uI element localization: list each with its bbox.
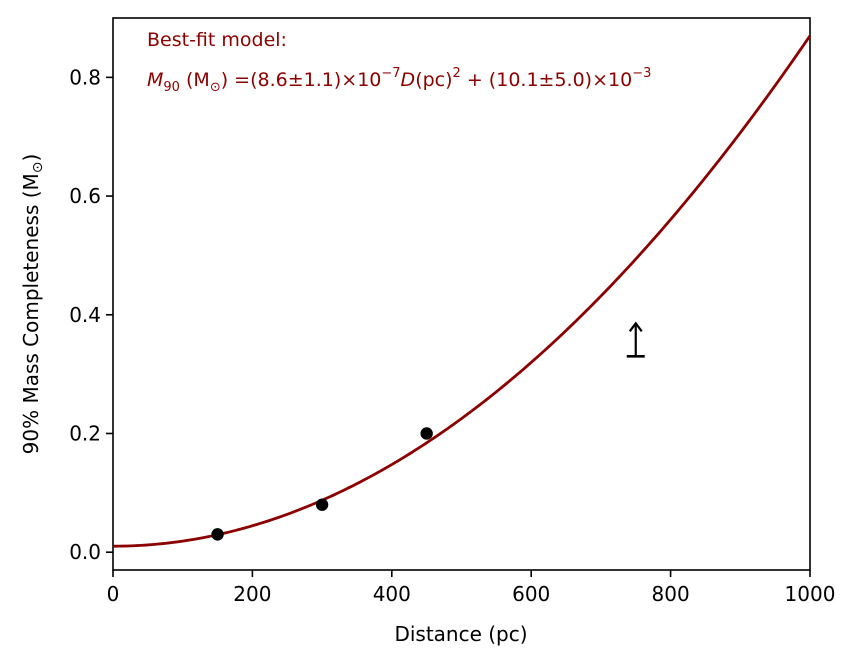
y-axis-label: 90% Mass Completeness (M⊙) [19,154,46,455]
x-tick-label: 200 [233,582,271,606]
y-tick-label: 0.6 [69,184,101,208]
fit-curve [112,34,812,548]
y-axis-label-subscript: ⊙ [30,161,46,173]
y-tick-label: 0.4 [69,303,101,327]
lower-limit-marker [626,321,645,358]
annotation-title: Best-fit model: [147,29,287,51]
data-point [315,498,329,511]
y-tick-label: 0.2 [69,421,101,445]
y-tick-label: 0.0 [69,540,101,564]
x-axis-label: Distance (pc) [394,622,527,646]
x-tick-label: 600 [512,582,550,606]
limit-arrowhead [628,321,643,332]
formula-coefficient-2: + (10.1±5.0)×10 [461,69,632,91]
data-points [211,427,433,541]
formula-exponent-1: −7 [381,66,400,81]
formula-d-unit: (pc) [415,69,452,91]
formula-m-subscript: 90 [163,80,180,95]
x-axis-ticks: 0 200 400 600 800 1000 [107,570,836,606]
y-axis-label-close: ) [19,154,43,162]
annotation-formula: M90 (M⊙) =(8.6±1.1)×10−7D(pc)2 + (10.1±5… [147,66,651,95]
y-axis-label-main: 90% Mass Completeness (M [19,173,43,454]
y-tick-label: 0.8 [69,65,101,89]
x-tick-label: 400 [373,582,411,606]
data-point [211,528,224,541]
plot-frame [112,17,811,571]
x-tick-label: 800 [652,582,690,606]
formula-d-symbol: D [401,69,416,91]
formula-coefficient-1: ) =(8.6±1.1)×10 [221,69,382,91]
data-point [420,427,433,440]
formula-exponent-2: 2 [453,66,461,81]
y-axis-ticks: 0.0 0.2 0.4 0.6 0.8 [69,65,113,564]
formula-exponent-3: −3 [632,66,651,81]
formula-unit-open: (M [180,69,210,91]
x-tick-label: 0 [107,582,120,606]
formula-unit-subscript: ⊙ [210,80,221,95]
x-tick-label: 1000 [785,582,836,606]
formula-m-symbol: M [147,69,163,91]
